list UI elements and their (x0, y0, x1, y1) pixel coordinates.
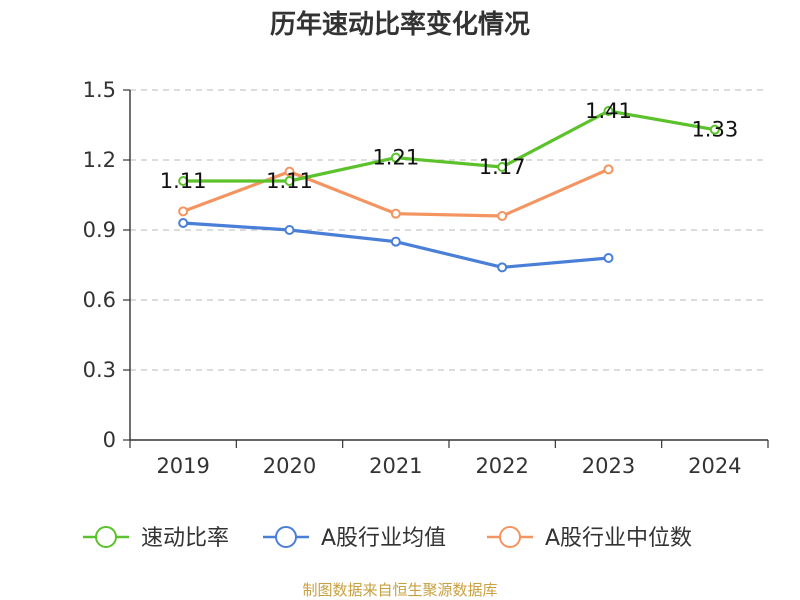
data-point (284, 166, 295, 177)
data-label: 1.21 (372, 146, 419, 170)
x-tick-label: 2023 (582, 454, 635, 478)
x-tick-label: 2024 (688, 454, 741, 478)
x-tick-label: 2022 (475, 454, 528, 478)
data-point (603, 106, 614, 116)
y-tick-label: 0.3 (83, 358, 116, 382)
x-tick-label: 2021 (369, 454, 422, 478)
x-tick-label: 2020 (263, 454, 316, 478)
data-point (603, 253, 614, 263)
data-label: 1.11 (266, 169, 313, 193)
series-layer (178, 106, 720, 273)
data-point (497, 162, 508, 172)
data-point (390, 236, 401, 247)
series-0 (178, 106, 720, 186)
data-point (603, 164, 614, 175)
y-tick-label: 0 (103, 428, 116, 452)
data-point (178, 206, 189, 217)
legend-marker (499, 526, 521, 548)
legend-item: A股行业均值 (263, 526, 446, 551)
data-point (497, 211, 508, 221)
y-tick-label: 0.6 (83, 288, 116, 312)
data-point (284, 176, 295, 186)
legend-marker (95, 526, 117, 548)
grid (130, 89, 768, 371)
data-point (390, 152, 401, 163)
data-labels: 1.11 1.11 1.21 1.17 1.41 1.33 (160, 99, 738, 193)
y-tick-label: 1.5 (83, 78, 116, 102)
chart-title: 历年速动比率变化情况 (270, 9, 530, 40)
y-tick-label: 0.9 (83, 218, 116, 242)
source-note: 制图数据来自恒生聚源数据库 (302, 581, 497, 599)
series-line (181, 109, 717, 183)
legend-label: 速动比率 (141, 526, 229, 551)
series-1 (178, 218, 614, 273)
data-point (390, 208, 401, 219)
data-label: 1.17 (479, 155, 526, 179)
legend-label: A股行业中位数 (545, 526, 692, 551)
data-label: 1.33 (691, 118, 738, 142)
legend-item: 速动比率 (83, 526, 229, 551)
legend: 速动比率 A股行业均值 A股行业中位数 (83, 526, 692, 551)
data-point (709, 124, 720, 135)
x-tick-label: 2019 (156, 454, 209, 478)
data-point (178, 176, 189, 186)
data-label: 1.41 (585, 99, 632, 123)
data-point (497, 262, 508, 273)
legend-label: A股行业均值 (321, 526, 446, 551)
axes: 0 0.3 0.6 0.9 1.2 1.5 2019 2020 2021 2022 2023 2024 (83, 78, 769, 478)
data-point (178, 218, 189, 228)
data-point (284, 225, 295, 235)
legend-marker (275, 526, 297, 548)
data-label: 1.11 (160, 169, 207, 193)
series-2 (178, 164, 614, 221)
legend-item: A股行业中位数 (487, 526, 692, 551)
y-tick-label: 1.2 (83, 148, 116, 172)
